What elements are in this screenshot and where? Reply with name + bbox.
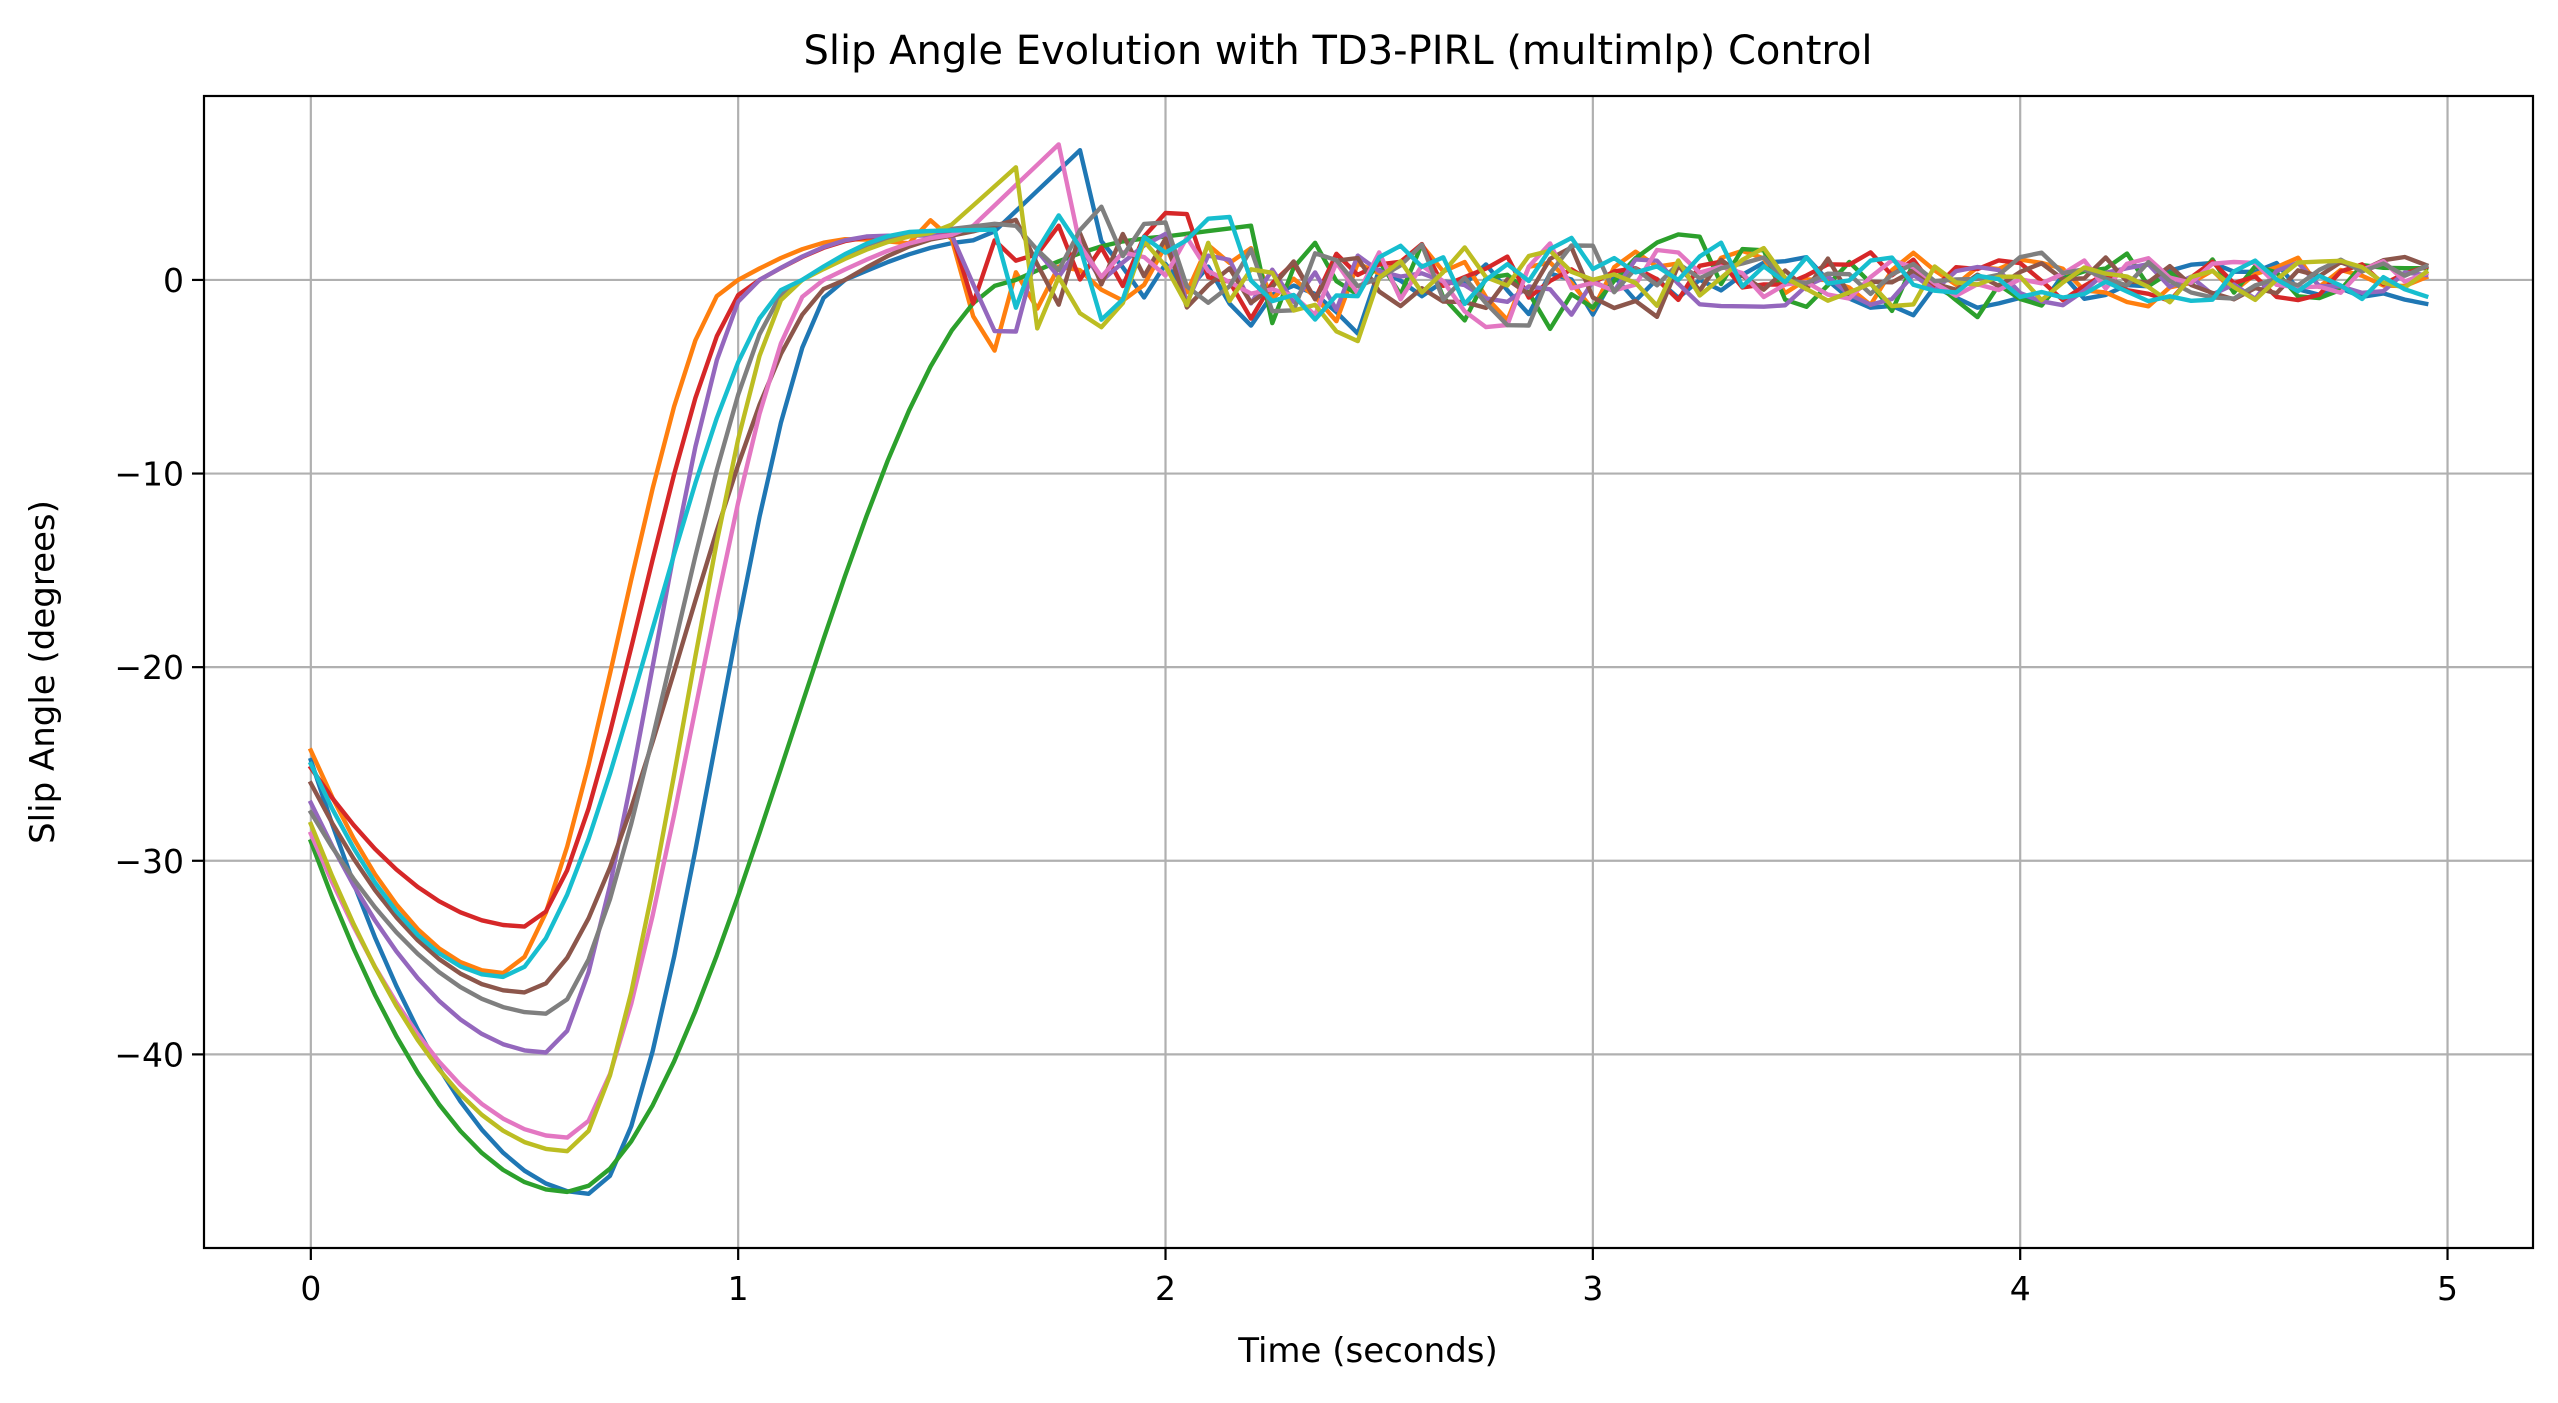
x-axis-label: Time (seconds) xyxy=(1237,1331,1498,1371)
axis-ticks: 0 1 2 3 4 5 0 −10 −20 −30 −40 xyxy=(114,261,2458,1308)
series-line-10 xyxy=(307,213,2429,980)
plot-frame xyxy=(202,94,2535,1250)
y-tick-label: 0 xyxy=(163,261,184,300)
grid-lines xyxy=(204,96,2533,1248)
x-tick-label: 0 xyxy=(300,1269,321,1308)
x-tick-label: 2 xyxy=(1155,1269,1176,1308)
y-tick-label: −30 xyxy=(114,842,184,881)
x-tick-label: 1 xyxy=(728,1269,749,1308)
x-tick-label: 4 xyxy=(2010,1269,2031,1308)
y-axis-label: Slip Angle (degrees) xyxy=(23,500,63,844)
series-line-1 xyxy=(308,148,2429,1196)
series-line-9 xyxy=(307,165,2430,1154)
x-tick-label: 3 xyxy=(1582,1269,1603,1308)
y-tick-label: −20 xyxy=(114,648,184,687)
series-line-8 xyxy=(307,204,2430,1016)
x-tick-label: 5 xyxy=(2437,1269,2458,1308)
series-lines xyxy=(307,142,2430,1196)
y-tick-label: −10 xyxy=(114,455,184,494)
chart-title: Slip Angle Evolution with TD3-PIRL (mult… xyxy=(803,28,1872,74)
y-tick-label: −40 xyxy=(114,1035,184,1074)
